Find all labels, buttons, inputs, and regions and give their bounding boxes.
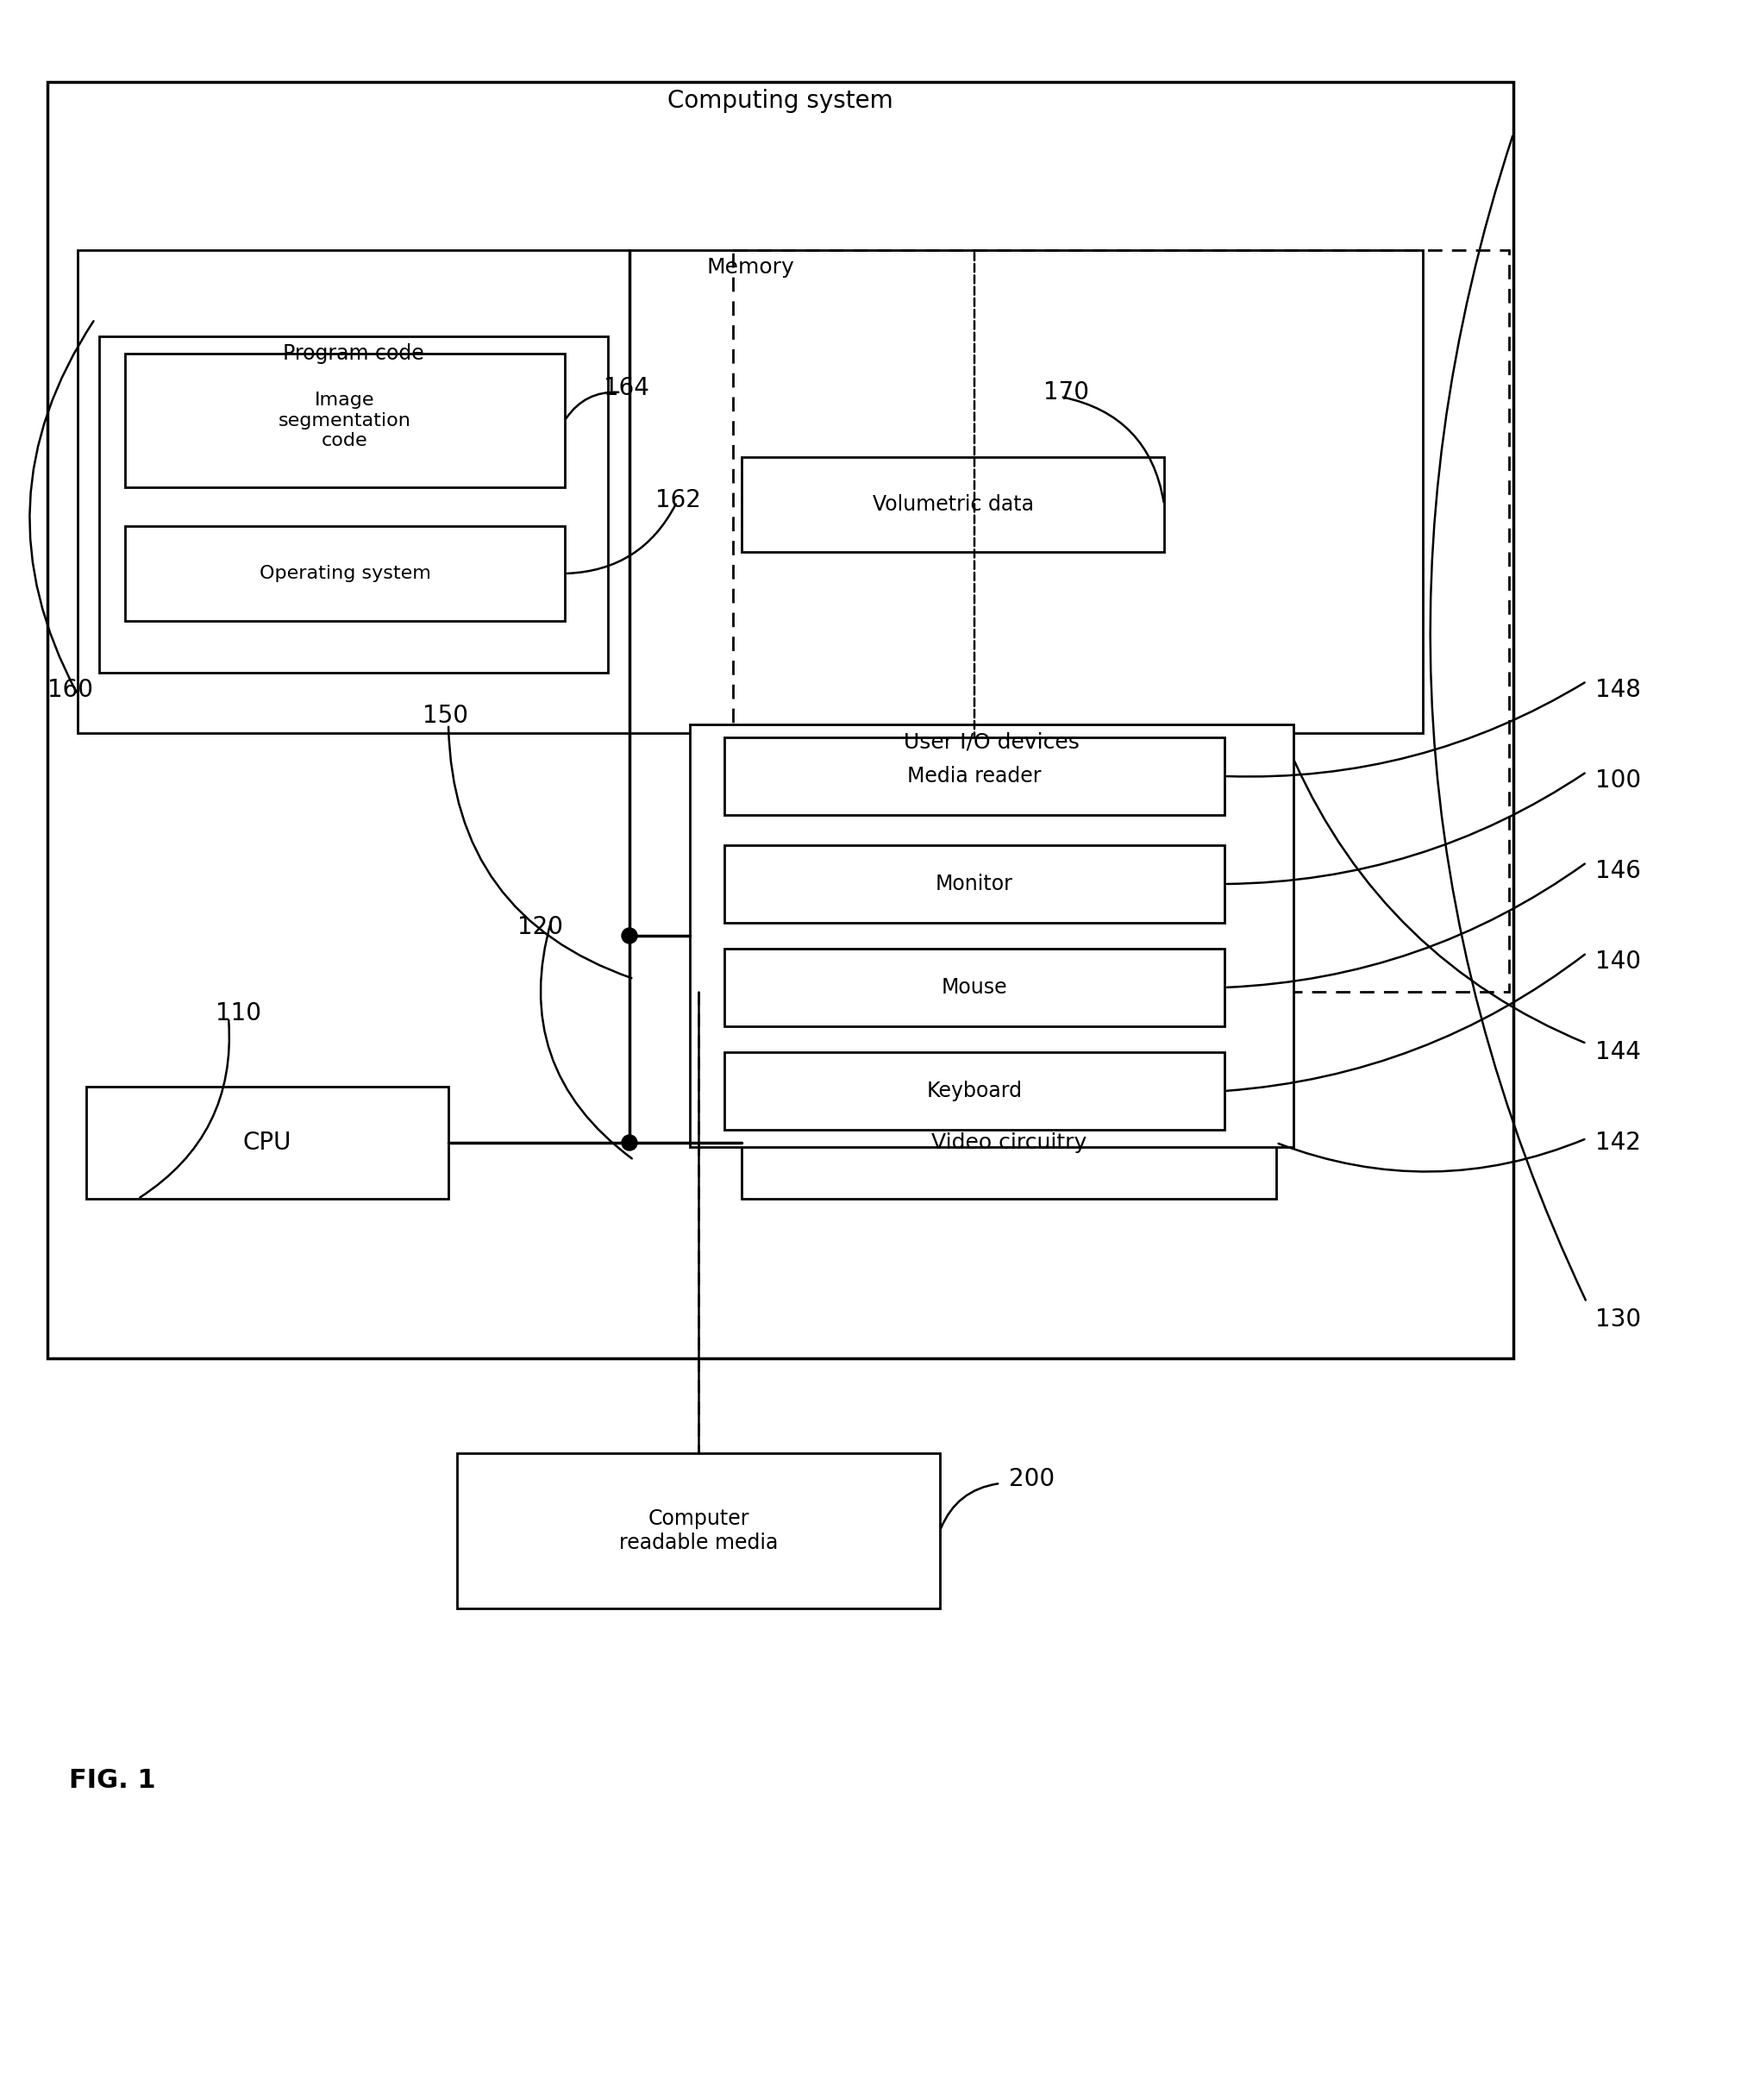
Text: Media reader: Media reader bbox=[907, 766, 1041, 788]
Text: Keyboard: Keyboard bbox=[926, 1082, 1022, 1100]
Text: 120: 120 bbox=[517, 916, 562, 939]
Text: Computing system: Computing system bbox=[667, 88, 893, 113]
Text: 142: 142 bbox=[1595, 1130, 1640, 1155]
Text: Operating system: Operating system bbox=[259, 565, 430, 582]
Circle shape bbox=[622, 928, 637, 943]
Text: Volumetric data: Volumetric data bbox=[872, 494, 1034, 514]
Text: 162: 162 bbox=[655, 487, 702, 512]
Text: 146: 146 bbox=[1595, 859, 1640, 884]
Text: 110: 110 bbox=[216, 1002, 261, 1025]
Bar bbox=[125, 353, 564, 487]
Text: 200: 200 bbox=[1008, 1468, 1055, 1491]
Text: 150: 150 bbox=[423, 704, 468, 729]
Bar bbox=[47, 82, 1513, 1359]
Bar bbox=[724, 1052, 1224, 1130]
Bar bbox=[733, 250, 1509, 991]
Bar bbox=[458, 1453, 940, 1609]
Text: FIG. 1: FIG. 1 bbox=[70, 1768, 155, 1793]
Text: 148: 148 bbox=[1595, 678, 1640, 701]
Bar bbox=[87, 1086, 449, 1199]
Text: Mouse: Mouse bbox=[942, 977, 1008, 998]
Text: CPU: CPU bbox=[244, 1130, 292, 1155]
Bar bbox=[689, 724, 1294, 1147]
Bar bbox=[99, 336, 608, 672]
Text: 130: 130 bbox=[1595, 1308, 1642, 1331]
Text: Program code: Program code bbox=[284, 342, 425, 363]
Text: User I/O devices: User I/O devices bbox=[904, 731, 1079, 752]
Text: 144: 144 bbox=[1595, 1040, 1640, 1065]
Text: 170: 170 bbox=[1043, 380, 1090, 405]
Bar bbox=[78, 250, 1422, 733]
Text: Video circuitry: Video circuitry bbox=[931, 1132, 1086, 1153]
Circle shape bbox=[622, 1134, 637, 1151]
Text: 100: 100 bbox=[1595, 769, 1642, 792]
Bar bbox=[125, 527, 564, 622]
Text: 140: 140 bbox=[1595, 949, 1642, 974]
Text: 160: 160 bbox=[47, 678, 92, 701]
Text: Memory: Memory bbox=[707, 256, 794, 277]
Bar bbox=[724, 737, 1224, 815]
Text: Computer
readable media: Computer readable media bbox=[620, 1508, 778, 1554]
Text: Image
segmentation
code: Image segmentation code bbox=[279, 393, 411, 449]
Bar bbox=[742, 1086, 1276, 1199]
Bar bbox=[724, 844, 1224, 922]
Bar bbox=[742, 458, 1165, 552]
Text: Monitor: Monitor bbox=[935, 874, 1013, 895]
Bar bbox=[724, 949, 1224, 1027]
Text: 164: 164 bbox=[604, 376, 649, 401]
